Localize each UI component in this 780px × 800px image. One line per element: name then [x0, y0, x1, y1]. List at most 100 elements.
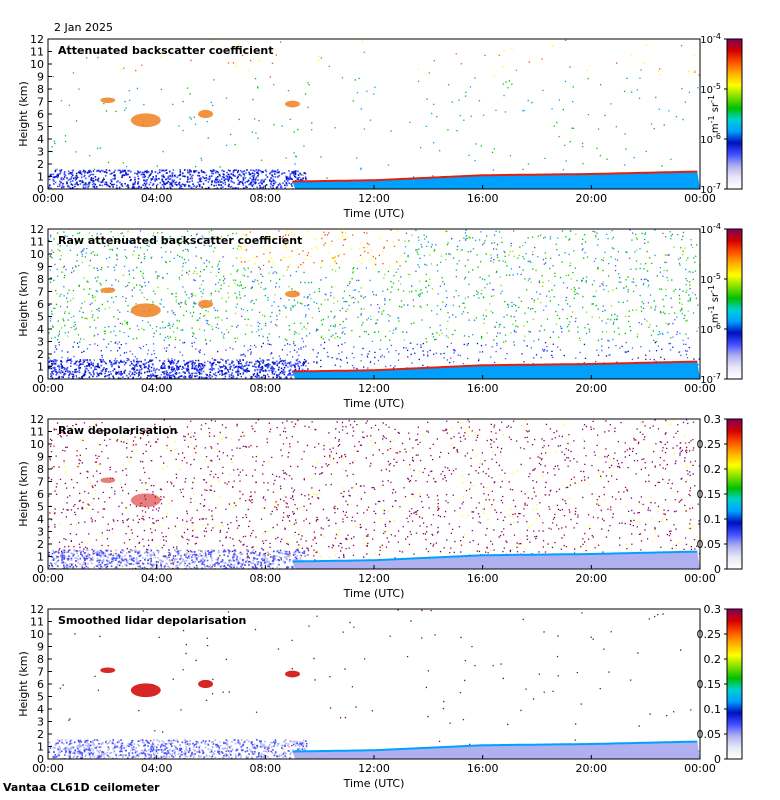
- aerosol-patch: [100, 287, 116, 293]
- cloud-base-line: [292, 740, 698, 753]
- aerosol-patch: [130, 303, 161, 318]
- x-tick-label: 16:00: [467, 572, 499, 585]
- boundary-layer: [48, 359, 307, 379]
- colorbar-tick-label: 10-7: [700, 372, 721, 386]
- y-tick-label: 6: [37, 678, 44, 691]
- x-tick-label: 16:00: [467, 192, 499, 205]
- boundary-layer: [48, 359, 308, 379]
- colorbar-tick-label: 0.3: [704, 603, 722, 616]
- colorbar-tick-label: 0.25: [697, 628, 722, 641]
- panel-title: Attenuated backscatter coefficient: [58, 44, 274, 57]
- colorbar-tick-label: 0.3: [704, 413, 722, 426]
- date-label: 2 Jan 2025: [54, 21, 113, 34]
- y-tick-label: 10: [30, 58, 44, 71]
- cloud-layer-band: [292, 551, 700, 569]
- aerosol-patch: [100, 477, 116, 483]
- aerosol-patch: [130, 113, 161, 128]
- y-tick-label: 2: [37, 158, 44, 171]
- panel-title: Raw depolarisation: [58, 424, 177, 437]
- colorbar: [726, 608, 743, 760]
- x-tick-label: 00:00: [32, 762, 64, 775]
- x-axis-label: Time (UTC): [343, 397, 405, 410]
- cloud-base-line: [292, 550, 698, 563]
- y-tick-label: 4: [37, 513, 44, 526]
- y-tick-label: 6: [37, 108, 44, 121]
- y-axis-label: Height (km): [17, 81, 30, 147]
- colorbar-unit: m-1 sr-1: [707, 285, 721, 323]
- y-tick-label: 9: [37, 451, 44, 464]
- colorbar-tick-label: 0.2: [704, 653, 722, 666]
- plot-background: [48, 609, 700, 759]
- y-tick-label: 7: [37, 96, 44, 109]
- y-tick-label: 1: [37, 171, 44, 184]
- y-axis-label: Height (km): [17, 271, 30, 337]
- x-tick-label: 00:00: [684, 382, 716, 395]
- colorbar-tick-label: 0.15: [697, 678, 722, 691]
- panel-title: Raw attenuated backscatter coefficient: [58, 234, 302, 247]
- y-tick-label: 4: [37, 323, 44, 336]
- x-tick-label: 20:00: [575, 192, 607, 205]
- cloud-layer-band: [292, 171, 700, 189]
- plot-background: [48, 39, 700, 189]
- colorbar: [726, 228, 743, 380]
- colorbar-unit: m-1 sr-1: [707, 95, 721, 133]
- x-tick-label: 00:00: [684, 192, 716, 205]
- y-tick-label: 3: [37, 716, 44, 729]
- boundary-layer: [48, 739, 308, 759]
- y-tick-label: 9: [37, 641, 44, 654]
- x-tick-label: 04:00: [141, 762, 173, 775]
- aerosol-patch: [285, 100, 300, 108]
- y-tick-label: 12: [30, 413, 44, 426]
- noise-field: [48, 229, 698, 343]
- x-tick-label: 12:00: [358, 382, 390, 395]
- x-tick-label: 00:00: [684, 572, 716, 585]
- x-tick-label: 16:00: [467, 762, 499, 775]
- y-tick-label: 0: [37, 563, 44, 576]
- y-tick-label: 2: [37, 538, 44, 551]
- y-tick-label: 7: [37, 476, 44, 489]
- colorbar-tick-label: 10-4: [700, 222, 721, 236]
- y-tick-label: 8: [37, 273, 44, 286]
- cloud-layer-band: [292, 361, 700, 379]
- y-tick-label: 0: [37, 373, 44, 386]
- x-axis-label: Time (UTC): [343, 587, 405, 600]
- y-tick-label: 12: [30, 33, 44, 46]
- colorbar-tick-label: 0.05: [697, 728, 722, 741]
- y-tick-label: 11: [30, 46, 44, 59]
- y-tick-label: 5: [37, 121, 44, 134]
- colorbar-tick-label: 0.1: [704, 513, 722, 526]
- plot-area: [48, 229, 700, 379]
- colorbar-tick-label: 10-4: [700, 32, 721, 46]
- y-tick-label: 5: [37, 691, 44, 704]
- x-tick-label: 00:00: [684, 762, 716, 775]
- y-tick-label: 8: [37, 653, 44, 666]
- y-tick-label: 4: [37, 703, 44, 716]
- plot-area: [48, 609, 700, 759]
- y-tick-label: 5: [37, 311, 44, 324]
- colorbar-tick-label: 0.25: [697, 438, 722, 451]
- colorbar-tick-label: 0.15: [697, 488, 722, 501]
- x-tick-label: 20:00: [575, 572, 607, 585]
- x-tick-label: 12:00: [358, 762, 390, 775]
- y-tick-label: 12: [30, 603, 44, 616]
- x-tick-label: 04:00: [141, 572, 173, 585]
- colorbar: [726, 418, 743, 570]
- colorbar-tick-label: 0.05: [697, 538, 722, 551]
- y-tick-label: 7: [37, 286, 44, 299]
- y-tick-label: 0: [37, 183, 44, 196]
- y-axis-label: Height (km): [17, 651, 30, 717]
- x-tick-label: 08:00: [249, 762, 281, 775]
- cloud-base-line: [292, 360, 698, 373]
- colorbar: [726, 38, 743, 190]
- y-tick-label: 5: [37, 501, 44, 514]
- aerosol-patch: [130, 683, 161, 698]
- y-tick-label: 8: [37, 83, 44, 96]
- y-tick-label: 9: [37, 261, 44, 274]
- boundary-layer: [48, 169, 308, 189]
- aerosol-patch: [198, 299, 214, 309]
- y-tick-label: 2: [37, 348, 44, 361]
- x-tick-label: 04:00: [141, 192, 173, 205]
- y-tick-label: 11: [30, 616, 44, 629]
- y-tick-label: 10: [30, 438, 44, 451]
